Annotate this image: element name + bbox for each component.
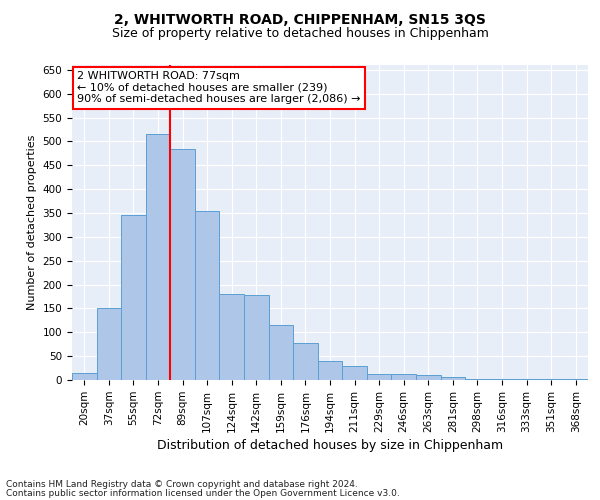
Bar	[391, 374, 416, 380]
Bar	[440, 376, 465, 380]
Y-axis label: Number of detached properties: Number of detached properties	[27, 135, 37, 310]
Bar	[195, 210, 220, 380]
Bar	[416, 375, 440, 380]
Bar	[539, 379, 563, 380]
Text: Contains HM Land Registry data © Crown copyright and database right 2024.: Contains HM Land Registry data © Crown c…	[6, 480, 358, 489]
Bar	[318, 361, 342, 380]
Bar	[121, 216, 146, 380]
Bar	[72, 373, 97, 380]
Bar	[293, 343, 318, 380]
Bar	[97, 308, 121, 380]
Text: 2, WHITWORTH ROAD, CHIPPENHAM, SN15 3QS: 2, WHITWORTH ROAD, CHIPPENHAM, SN15 3QS	[114, 12, 486, 26]
X-axis label: Distribution of detached houses by size in Chippenham: Distribution of detached houses by size …	[157, 439, 503, 452]
Bar	[170, 148, 195, 380]
Bar	[146, 134, 170, 380]
Bar	[490, 378, 514, 380]
Text: 2 WHITWORTH ROAD: 77sqm
← 10% of detached houses are smaller (239)
90% of semi-d: 2 WHITWORTH ROAD: 77sqm ← 10% of detache…	[77, 72, 361, 104]
Bar	[220, 294, 244, 380]
Bar	[269, 325, 293, 380]
Bar	[367, 374, 391, 380]
Text: Contains public sector information licensed under the Open Government Licence v3: Contains public sector information licen…	[6, 488, 400, 498]
Bar	[514, 379, 539, 380]
Bar	[244, 295, 269, 380]
Text: Size of property relative to detached houses in Chippenham: Size of property relative to detached ho…	[112, 28, 488, 40]
Bar	[465, 378, 490, 380]
Bar	[563, 379, 588, 380]
Bar	[342, 366, 367, 380]
